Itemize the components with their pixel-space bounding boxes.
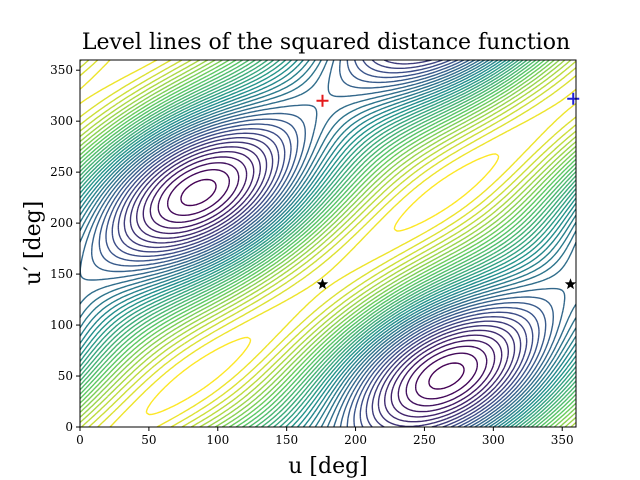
contour-level-9 (111, 60, 534, 427)
contour-level-2 (157, 162, 488, 407)
contour-level-33 (80, 60, 576, 427)
y-axis-label: u′ [deg] (21, 201, 46, 286)
y-tick-label: 300 (50, 114, 73, 128)
x-tick-label: 150 (275, 433, 298, 447)
contour-level-39 (145, 153, 500, 416)
contour-level-22 (80, 60, 576, 427)
x-tick-label: 0 (76, 433, 84, 447)
chart-title: Level lines of the squared distance func… (82, 30, 570, 55)
contour-level-37 (80, 60, 576, 427)
contour-level-27 (80, 60, 576, 427)
contour-level-14 (80, 60, 576, 427)
y-axis: 0 50 100 150 200 250 300 350 (50, 63, 80, 434)
contour-level-32 (80, 60, 576, 427)
contour-level-23 (80, 60, 576, 427)
contour-level-4 (142, 151, 503, 418)
minimum-star-marker (316, 278, 329, 290)
contour-level-10 (105, 60, 540, 427)
y-tick-label: 50 (58, 369, 73, 383)
contour-level-6 (129, 141, 516, 427)
y-tick-label: 350 (50, 63, 73, 77)
contour-level-28 (80, 60, 576, 427)
contour-level-17 (80, 60, 576, 427)
y-tick-label: 100 (50, 318, 73, 332)
contour-level-15 (80, 60, 576, 427)
extremum-markers (316, 92, 580, 290)
x-tick-label: 200 (344, 433, 367, 447)
contour-level-8 (117, 60, 528, 427)
contour-level-24 (80, 60, 576, 427)
contour-level-3 (149, 156, 496, 413)
x-tick-label: 50 (141, 433, 156, 447)
contour-level-11 (98, 60, 547, 427)
contour-level-35 (80, 60, 576, 427)
x-tick-label: 300 (482, 433, 505, 447)
y-tick-label: 150 (50, 267, 73, 281)
x-tick-label: 250 (413, 433, 436, 447)
contour-level-12 (91, 60, 554, 427)
minimum-star-marker (564, 278, 577, 290)
x-axis-label: u [deg] (288, 454, 368, 479)
y-tick-label: 200 (50, 216, 73, 230)
contour-level-0 (180, 178, 465, 390)
plot-frame (79, 59, 577, 428)
contour-level-30 (80, 60, 576, 427)
contour-level-18 (80, 60, 576, 427)
maximum-marker (316, 94, 329, 107)
contour-level-1 (167, 169, 478, 400)
contour-level-7 (123, 60, 522, 427)
y-tick-label: 250 (50, 165, 73, 179)
contour-level-36 (80, 60, 576, 427)
contour-lines (80, 60, 576, 427)
maximum-marker (567, 92, 580, 105)
contour-level-13 (80, 60, 566, 427)
contour-level-5 (136, 146, 509, 423)
x-tick-label: 350 (551, 433, 574, 447)
y-tick-label: 0 (65, 420, 73, 434)
x-tick-label: 100 (206, 433, 229, 447)
x-axis: 0 50 100 150 200 250 300 350 (76, 427, 574, 447)
